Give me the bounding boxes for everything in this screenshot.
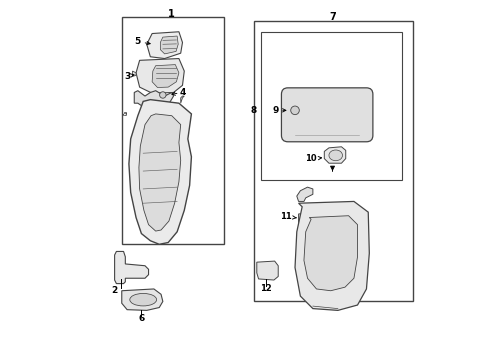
Text: 6: 6 xyxy=(138,314,145,323)
Ellipse shape xyxy=(329,150,343,161)
Text: 10: 10 xyxy=(305,154,317,163)
Text: 3: 3 xyxy=(124,72,130,81)
Polygon shape xyxy=(298,213,318,229)
Polygon shape xyxy=(152,64,179,87)
Polygon shape xyxy=(304,216,358,291)
Text: a: a xyxy=(123,111,127,117)
Polygon shape xyxy=(122,289,163,310)
Polygon shape xyxy=(136,59,184,93)
Polygon shape xyxy=(129,100,192,244)
Circle shape xyxy=(291,106,299,114)
Polygon shape xyxy=(297,187,313,202)
Bar xyxy=(254,21,413,301)
FancyBboxPatch shape xyxy=(281,88,373,142)
Text: 9: 9 xyxy=(272,106,278,115)
Bar xyxy=(122,18,223,244)
Text: 4: 4 xyxy=(180,88,186,97)
Polygon shape xyxy=(324,147,346,163)
Text: 8: 8 xyxy=(250,106,257,115)
Text: 12: 12 xyxy=(260,284,271,293)
Polygon shape xyxy=(134,91,173,111)
Polygon shape xyxy=(147,32,182,59)
Circle shape xyxy=(160,92,166,98)
Text: 5: 5 xyxy=(135,37,141,46)
Polygon shape xyxy=(115,251,148,284)
Text: 1: 1 xyxy=(169,9,175,19)
Polygon shape xyxy=(160,36,178,54)
Polygon shape xyxy=(181,96,184,103)
Text: 7: 7 xyxy=(329,13,336,22)
Bar xyxy=(261,32,402,180)
Text: 2: 2 xyxy=(112,286,118,295)
Text: 11: 11 xyxy=(280,212,292,221)
Polygon shape xyxy=(139,114,181,231)
Polygon shape xyxy=(257,261,278,280)
Polygon shape xyxy=(295,202,369,310)
Ellipse shape xyxy=(130,293,157,306)
Polygon shape xyxy=(132,71,136,76)
